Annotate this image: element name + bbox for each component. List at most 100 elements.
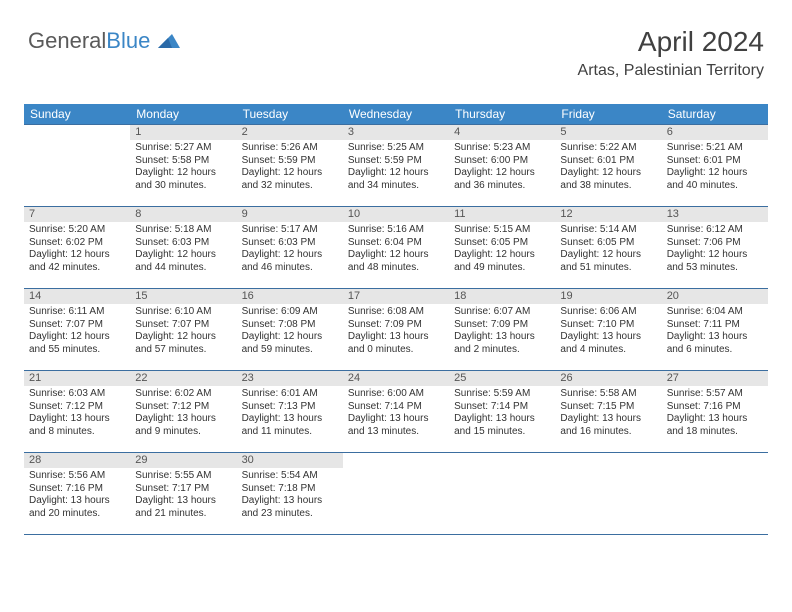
day-details: Sunrise: 6:10 AMSunset: 7:07 PMDaylight:… (130, 304, 236, 360)
day-details: Sunrise: 6:03 AMSunset: 7:12 PMDaylight:… (24, 386, 130, 442)
day-number: 24 (343, 371, 449, 386)
calendar-day-cell (555, 453, 661, 535)
calendar-day-cell: 23Sunrise: 6:01 AMSunset: 7:13 PMDayligh… (237, 371, 343, 453)
day-number: 6 (662, 125, 768, 140)
day-header-row: Sunday Monday Tuesday Wednesday Thursday… (24, 104, 768, 125)
calendar-day-cell: 27Sunrise: 5:57 AMSunset: 7:16 PMDayligh… (662, 371, 768, 453)
day-number: 16 (237, 289, 343, 304)
day-details: Sunrise: 6:11 AMSunset: 7:07 PMDaylight:… (24, 304, 130, 360)
day-details: Sunrise: 5:21 AMSunset: 6:01 PMDaylight:… (662, 140, 768, 196)
day-number: 30 (237, 453, 343, 468)
day-details: Sunrise: 5:25 AMSunset: 5:59 PMDaylight:… (343, 140, 449, 196)
day-number: 7 (24, 207, 130, 222)
day-header: Sunday (24, 104, 130, 125)
calendar-day-cell: 30Sunrise: 5:54 AMSunset: 7:18 PMDayligh… (237, 453, 343, 535)
day-header: Thursday (449, 104, 555, 125)
calendar-table: Sunday Monday Tuesday Wednesday Thursday… (24, 104, 768, 535)
day-number: 11 (449, 207, 555, 222)
day-number: 25 (449, 371, 555, 386)
calendar-week-row: 7Sunrise: 5:20 AMSunset: 6:02 PMDaylight… (24, 207, 768, 289)
day-details: Sunrise: 6:02 AMSunset: 7:12 PMDaylight:… (130, 386, 236, 442)
calendar-day-cell: 5Sunrise: 5:22 AMSunset: 6:01 PMDaylight… (555, 125, 661, 207)
calendar-day-cell: 3Sunrise: 5:25 AMSunset: 5:59 PMDaylight… (343, 125, 449, 207)
calendar-day-cell: 21Sunrise: 6:03 AMSunset: 7:12 PMDayligh… (24, 371, 130, 453)
logo: GeneralBlue (28, 28, 180, 54)
logo-text-part1: General (28, 28, 106, 53)
calendar-day-cell: 25Sunrise: 5:59 AMSunset: 7:14 PMDayligh… (449, 371, 555, 453)
calendar-day-cell: 4Sunrise: 5:23 AMSunset: 6:00 PMDaylight… (449, 125, 555, 207)
day-details: Sunrise: 6:06 AMSunset: 7:10 PMDaylight:… (555, 304, 661, 360)
day-details: Sunrise: 5:17 AMSunset: 6:03 PMDaylight:… (237, 222, 343, 278)
day-details: Sunrise: 5:20 AMSunset: 6:02 PMDaylight:… (24, 222, 130, 278)
day-details: Sunrise: 5:54 AMSunset: 7:18 PMDaylight:… (237, 468, 343, 524)
calendar: Sunday Monday Tuesday Wednesday Thursday… (24, 104, 768, 535)
day-number: 14 (24, 289, 130, 304)
day-number: 12 (555, 207, 661, 222)
day-number: 3 (343, 125, 449, 140)
day-header: Monday (130, 104, 236, 125)
calendar-day-cell: 9Sunrise: 5:17 AMSunset: 6:03 PMDaylight… (237, 207, 343, 289)
month-title: April 2024 (578, 26, 764, 58)
day-details: Sunrise: 5:56 AMSunset: 7:16 PMDaylight:… (24, 468, 130, 524)
calendar-day-cell: 13Sunrise: 6:12 AMSunset: 7:06 PMDayligh… (662, 207, 768, 289)
day-details: Sunrise: 5:57 AMSunset: 7:16 PMDaylight:… (662, 386, 768, 442)
day-number: 20 (662, 289, 768, 304)
day-details: Sunrise: 5:16 AMSunset: 6:04 PMDaylight:… (343, 222, 449, 278)
calendar-day-cell (662, 453, 768, 535)
day-header: Tuesday (237, 104, 343, 125)
calendar-day-cell: 8Sunrise: 5:18 AMSunset: 6:03 PMDaylight… (130, 207, 236, 289)
calendar-day-cell (449, 453, 555, 535)
calendar-week-row: 14Sunrise: 6:11 AMSunset: 7:07 PMDayligh… (24, 289, 768, 371)
day-details: Sunrise: 5:23 AMSunset: 6:00 PMDaylight:… (449, 140, 555, 196)
day-number: 17 (343, 289, 449, 304)
calendar-day-cell: 22Sunrise: 6:02 AMSunset: 7:12 PMDayligh… (130, 371, 236, 453)
calendar-day-cell: 17Sunrise: 6:08 AMSunset: 7:09 PMDayligh… (343, 289, 449, 371)
day-number: 4 (449, 125, 555, 140)
calendar-day-cell: 2Sunrise: 5:26 AMSunset: 5:59 PMDaylight… (237, 125, 343, 207)
day-header: Friday (555, 104, 661, 125)
day-details: Sunrise: 5:18 AMSunset: 6:03 PMDaylight:… (130, 222, 236, 278)
day-number: 28 (24, 453, 130, 468)
day-details: Sunrise: 5:22 AMSunset: 6:01 PMDaylight:… (555, 140, 661, 196)
day-number: 5 (555, 125, 661, 140)
day-header: Wednesday (343, 104, 449, 125)
day-number: 10 (343, 207, 449, 222)
day-details: Sunrise: 6:07 AMSunset: 7:09 PMDaylight:… (449, 304, 555, 360)
day-details: Sunrise: 6:09 AMSunset: 7:08 PMDaylight:… (237, 304, 343, 360)
calendar-day-cell: 24Sunrise: 6:00 AMSunset: 7:14 PMDayligh… (343, 371, 449, 453)
calendar-day-cell: 29Sunrise: 5:55 AMSunset: 7:17 PMDayligh… (130, 453, 236, 535)
day-details: Sunrise: 5:58 AMSunset: 7:15 PMDaylight:… (555, 386, 661, 442)
day-number: 19 (555, 289, 661, 304)
calendar-week-row: 1Sunrise: 5:27 AMSunset: 5:58 PMDaylight… (24, 125, 768, 207)
calendar-day-cell: 7Sunrise: 5:20 AMSunset: 6:02 PMDaylight… (24, 207, 130, 289)
day-number: 1 (130, 125, 236, 140)
calendar-day-cell: 12Sunrise: 5:14 AMSunset: 6:05 PMDayligh… (555, 207, 661, 289)
day-number: 22 (130, 371, 236, 386)
calendar-day-cell: 28Sunrise: 5:56 AMSunset: 7:16 PMDayligh… (24, 453, 130, 535)
calendar-day-cell: 14Sunrise: 6:11 AMSunset: 7:07 PMDayligh… (24, 289, 130, 371)
calendar-day-cell (343, 453, 449, 535)
calendar-day-cell: 20Sunrise: 6:04 AMSunset: 7:11 PMDayligh… (662, 289, 768, 371)
location-text: Artas, Palestinian Territory (578, 62, 764, 80)
day-details: Sunrise: 5:15 AMSunset: 6:05 PMDaylight:… (449, 222, 555, 278)
day-number: 9 (237, 207, 343, 222)
calendar-day-cell: 26Sunrise: 5:58 AMSunset: 7:15 PMDayligh… (555, 371, 661, 453)
calendar-day-cell: 15Sunrise: 6:10 AMSunset: 7:07 PMDayligh… (130, 289, 236, 371)
day-details: Sunrise: 5:55 AMSunset: 7:17 PMDaylight:… (130, 468, 236, 524)
day-number: 21 (24, 371, 130, 386)
calendar-week-row: 21Sunrise: 6:03 AMSunset: 7:12 PMDayligh… (24, 371, 768, 453)
day-number: 8 (130, 207, 236, 222)
day-number: 27 (662, 371, 768, 386)
day-details: Sunrise: 5:59 AMSunset: 7:14 PMDaylight:… (449, 386, 555, 442)
header-right: April 2024 Artas, Palestinian Territory (578, 26, 764, 80)
day-details: Sunrise: 6:01 AMSunset: 7:13 PMDaylight:… (237, 386, 343, 442)
day-number: 23 (237, 371, 343, 386)
day-details: Sunrise: 6:08 AMSunset: 7:09 PMDaylight:… (343, 304, 449, 360)
calendar-day-cell (24, 125, 130, 207)
calendar-week-row: 28Sunrise: 5:56 AMSunset: 7:16 PMDayligh… (24, 453, 768, 535)
day-number: 18 (449, 289, 555, 304)
day-number: 29 (130, 453, 236, 468)
day-details: Sunrise: 6:12 AMSunset: 7:06 PMDaylight:… (662, 222, 768, 278)
day-details: Sunrise: 6:00 AMSunset: 7:14 PMDaylight:… (343, 386, 449, 442)
calendar-day-cell: 11Sunrise: 5:15 AMSunset: 6:05 PMDayligh… (449, 207, 555, 289)
